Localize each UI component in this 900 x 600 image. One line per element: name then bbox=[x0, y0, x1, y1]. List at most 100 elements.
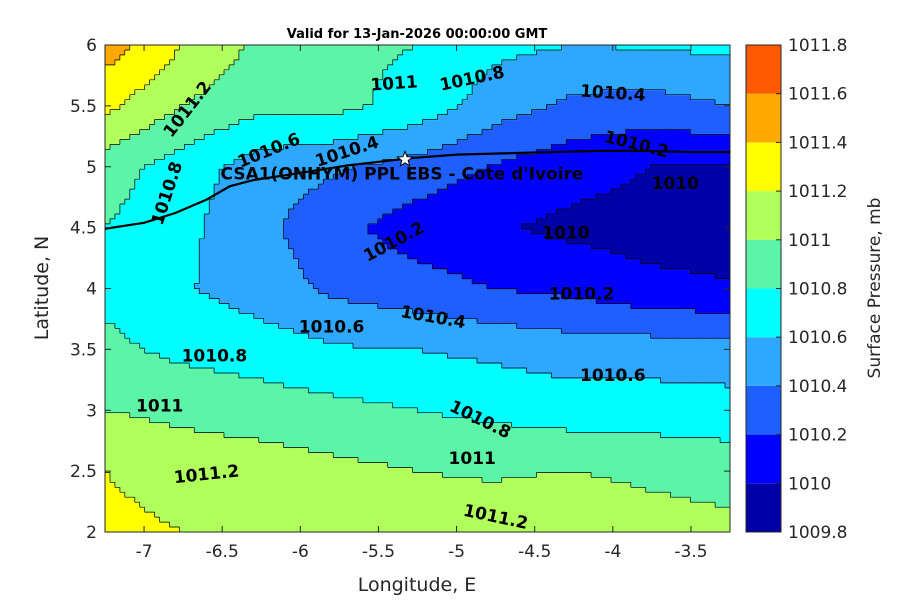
field-cell bbox=[397, 402, 404, 409]
field-cell bbox=[338, 397, 344, 404]
field-cell bbox=[199, 363, 205, 369]
field-cell bbox=[710, 353, 716, 359]
field-cell bbox=[189, 457, 195, 464]
field-cell bbox=[625, 437, 632, 444]
field-cell bbox=[615, 522, 622, 528]
field-cell bbox=[392, 487, 399, 493]
field-cell bbox=[665, 382, 672, 389]
field-cell bbox=[184, 412, 190, 419]
field-cell bbox=[635, 487, 642, 493]
field-cell bbox=[605, 422, 612, 429]
field-cell bbox=[635, 427, 642, 434]
field-cell bbox=[452, 407, 458, 414]
field-cell bbox=[248, 527, 255, 532]
field-cell bbox=[283, 452, 290, 459]
field-cell bbox=[521, 372, 528, 379]
field-cell bbox=[516, 343, 523, 349]
field-cell bbox=[189, 522, 195, 528]
field-cell bbox=[402, 517, 409, 523]
field-cell bbox=[184, 377, 190, 384]
field-cell bbox=[655, 507, 662, 513]
field-cell bbox=[124, 467, 131, 473]
field-cell bbox=[685, 427, 691, 434]
field-cell bbox=[263, 412, 270, 419]
field-cell bbox=[635, 343, 642, 349]
field-cell bbox=[144, 358, 151, 364]
field-cell bbox=[601, 348, 607, 354]
field-cell bbox=[680, 397, 686, 404]
field-cell bbox=[318, 382, 324, 389]
field-cell bbox=[243, 358, 250, 364]
field-cell bbox=[625, 522, 632, 528]
field-cell bbox=[154, 447, 161, 454]
field-cell bbox=[367, 447, 374, 454]
field-cell bbox=[442, 372, 448, 379]
field-cell bbox=[313, 333, 319, 339]
field-cell bbox=[298, 522, 305, 528]
field-cell bbox=[610, 343, 617, 349]
field-cell bbox=[348, 338, 354, 344]
field-cell bbox=[313, 452, 319, 459]
field-cell bbox=[486, 372, 493, 379]
field-cell bbox=[715, 377, 721, 384]
field-cell bbox=[248, 437, 255, 444]
field-cell bbox=[521, 497, 528, 503]
field-cell bbox=[402, 417, 409, 424]
field-cell bbox=[154, 338, 161, 344]
field-cell bbox=[695, 368, 701, 374]
field-cell bbox=[258, 402, 265, 409]
field-cell bbox=[566, 492, 572, 498]
field-cell bbox=[124, 358, 131, 364]
field-cell bbox=[407, 372, 414, 379]
field-cell bbox=[343, 487, 349, 493]
field-cell bbox=[159, 442, 166, 449]
field-cell bbox=[496, 387, 503, 394]
field-cell bbox=[114, 333, 121, 339]
field-cell bbox=[521, 512, 528, 518]
field-cell bbox=[705, 417, 711, 424]
field-cell bbox=[362, 527, 369, 532]
field-cell bbox=[119, 358, 126, 364]
field-cell bbox=[134, 497, 141, 503]
field-cell bbox=[243, 397, 250, 404]
field-cell bbox=[506, 497, 513, 503]
field-cell bbox=[576, 512, 582, 518]
field-cell bbox=[263, 392, 270, 399]
field-cell bbox=[630, 482, 637, 488]
field-cell bbox=[496, 477, 503, 483]
field-cell bbox=[591, 437, 597, 444]
field-cell bbox=[591, 517, 597, 523]
field-cell bbox=[149, 492, 156, 498]
field-cell bbox=[303, 353, 309, 359]
field-cell bbox=[362, 437, 369, 444]
field-cell bbox=[457, 502, 463, 508]
field-cell bbox=[278, 432, 285, 439]
field-cell bbox=[159, 502, 166, 508]
field-cell bbox=[209, 512, 215, 518]
field-cell bbox=[397, 477, 404, 483]
field-cell bbox=[412, 507, 419, 513]
field-cell bbox=[377, 517, 384, 523]
field-cell bbox=[238, 348, 245, 354]
field-cell bbox=[591, 512, 597, 518]
field-cell bbox=[367, 348, 374, 354]
field-cell bbox=[303, 472, 309, 478]
field-cell bbox=[268, 422, 275, 429]
field-cell bbox=[194, 368, 200, 374]
field-cell bbox=[720, 353, 726, 359]
field-cell bbox=[462, 343, 468, 349]
field-cell bbox=[720, 457, 726, 464]
field-cell bbox=[710, 477, 716, 483]
field-cell bbox=[263, 333, 270, 339]
field-cell bbox=[268, 333, 275, 339]
field-cell bbox=[506, 457, 513, 464]
field-cell bbox=[229, 487, 235, 493]
field-cell bbox=[477, 502, 483, 508]
field-cell bbox=[442, 358, 448, 364]
field-cell bbox=[655, 422, 662, 429]
field-cell bbox=[268, 492, 275, 498]
field-cell bbox=[551, 482, 557, 488]
field-cell bbox=[675, 338, 681, 344]
field-cell bbox=[174, 447, 180, 454]
field-cell bbox=[139, 422, 146, 429]
